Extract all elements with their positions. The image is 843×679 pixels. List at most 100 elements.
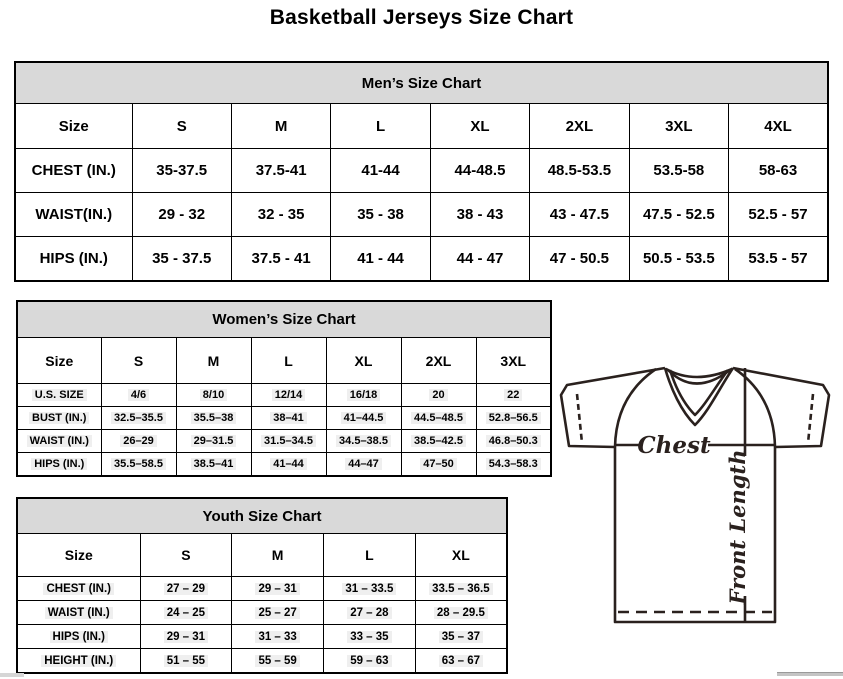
mens-table: Men’s Size Chart Size S M L XL 2XL 3XL 4XL CHEST … <box>14 61 829 282</box>
womens-col-header-2xl: 2XL <box>400 337 477 384</box>
mens-cell: 52.5 - 57 <box>728 192 829 237</box>
womens-row: WAIST (IN.) 26–29 29–31.5 31.5–34.5 34.5–38.… <box>16 429 552 453</box>
youth-row-label: HIPS (IN.) <box>16 624 141 649</box>
womens-col-header-m: M <box>175 337 252 384</box>
womens-size-table: Women’s Size Chart Size S M L XL 2XL 3XL U.S. SI… <box>16 300 552 477</box>
mens-cell: 53.5-58 <box>628 148 730 193</box>
mens-cell: 35 - 38 <box>330 192 431 237</box>
youth-cell: 51 – 55 <box>139 648 233 674</box>
youth-cell: 33.5 – 36.5 <box>414 576 508 601</box>
youth-row: WAIST (IN.) 24 – 25 25 – 27 27 – 28 28 – 29.… <box>16 600 508 625</box>
mens-cell: 44-48.5 <box>429 148 531 193</box>
womens-cell: 20 <box>400 383 477 407</box>
youth-row-label: CHEST (IN.) <box>16 576 141 601</box>
mens-cell: 41 - 44 <box>330 236 431 282</box>
womens-row: HIPS (IN.) 35.5–58.5 38.5–41 41–44 44–47 47–5… <box>16 452 552 477</box>
womens-table: Women’s Size Chart Size S M L XL 2XL 3XL U.S. SI… <box>16 300 552 477</box>
youth-cell: 29 – 31 <box>139 624 233 649</box>
youth-cell: 24 – 25 <box>139 600 233 625</box>
jersey-vneck-collar <box>663 367 735 427</box>
mens-col-header-l: L <box>330 103 431 149</box>
youth-row-label: HEIGHT (IN.) <box>16 648 141 674</box>
womens-row: U.S. SIZE 4/6 8/10 12/14 16/18 20 22 <box>16 383 552 407</box>
mens-cell: 41-44 <box>330 148 431 193</box>
womens-cell: 4/6 <box>100 383 177 407</box>
womens-row-label: BUST (IN.) <box>16 406 102 430</box>
mens-col-header-xl: XL <box>429 103 531 149</box>
womens-row-label: U.S. SIZE <box>16 383 102 407</box>
youth-col-header-l: L <box>323 533 416 577</box>
youth-col-header-size: Size <box>16 533 141 577</box>
youth-cell: 25 – 27 <box>231 600 324 625</box>
womens-cell: 16/18 <box>325 383 402 407</box>
youth-row: HIPS (IN.) 29 – 31 31 – 33 33 – 35 35 – 37 <box>16 624 508 649</box>
mens-cell: 35 - 37.5 <box>131 236 232 282</box>
womens-cell: 31.5–34.5 <box>250 429 327 453</box>
mens-cell: 47.5 - 52.5 <box>628 192 730 237</box>
youth-size-table: Youth Size Chart Size S M L XL CHEST (IN.) 27 –… <box>16 497 508 674</box>
jersey-measurement-diagram: Chest Front Length <box>559 366 831 624</box>
youth-cell: 31 – 33.5 <box>323 576 416 601</box>
youth-cell: 63 – 67 <box>414 648 508 674</box>
chest-label: Chest <box>637 432 711 459</box>
mens-cell: 58-63 <box>728 148 829 193</box>
mens-row-label: HIPS (IN.) <box>14 236 133 282</box>
mens-cell: 50.5 - 53.5 <box>628 236 730 282</box>
mens-cell: 37.5-41 <box>230 148 332 193</box>
youth-col-header-m: M <box>231 533 324 577</box>
mens-row: CHEST (IN.) 35-37.5 37.5-41 41-44 44-48.5 48.… <box>14 148 829 193</box>
womens-cell: 38–41 <box>250 406 327 430</box>
mens-cell: 48.5-53.5 <box>529 148 630 193</box>
youth-row: CHEST (IN.) 27 – 29 29 – 31 31 – 33.5 33.5 –… <box>16 576 508 601</box>
page-title: Basketball Jerseys Size Chart <box>269 6 574 29</box>
womens-cell: 34.5–38.5 <box>325 429 402 453</box>
womens-col-header-s: S <box>100 337 177 384</box>
mens-cell: 38 - 43 <box>429 192 531 237</box>
womens-cell: 41–44 <box>250 452 327 477</box>
mens-cell: 47 - 50.5 <box>529 236 630 282</box>
womens-cell: 8/10 <box>175 383 252 407</box>
womens-row-label: HIPS (IN.) <box>16 452 102 477</box>
womens-col-header-l: L <box>250 337 327 384</box>
womens-cell: 26–29 <box>100 429 177 453</box>
womens-cell: 35.5–38 <box>175 406 252 430</box>
womens-table-title: Women’s Size Chart <box>16 300 552 338</box>
right-cuff-dashed-line <box>806 393 815 444</box>
womens-row-label: WAIST (IN.) <box>16 429 102 453</box>
youth-cell: 33 – 35 <box>323 624 416 649</box>
womens-col-header-3xl: 3XL <box>475 337 552 384</box>
womens-cell: 22 <box>475 383 552 407</box>
scrollbar-fragment-right[interactable] <box>777 672 843 676</box>
mens-size-table: Men’s Size Chart Size S M L XL 2XL 3XL 4XL CHEST … <box>14 61 829 282</box>
jersey-body-outline <box>559 366 831 624</box>
womens-cell: 29–31.5 <box>175 429 252 453</box>
mens-cell: 29 - 32 <box>131 192 232 237</box>
mens-col-header-2xl: 2XL <box>529 103 630 149</box>
womens-cell: 35.5–58.5 <box>100 452 177 477</box>
front-length-label: Front Length <box>725 450 750 606</box>
mens-row-label: CHEST (IN.) <box>14 148 133 193</box>
womens-cell: 52.8–56.5 <box>475 406 552 430</box>
youth-table: Youth Size Chart Size S M L XL CHEST (IN.) 27 –… <box>16 497 508 674</box>
womens-cell: 44.5–48.5 <box>400 406 477 430</box>
womens-cell: 41–44.5 <box>325 406 402 430</box>
youth-cell: 27 – 29 <box>139 576 233 601</box>
mens-cell: 53.5 - 57 <box>728 236 829 282</box>
youth-cell: 27 – 28 <box>323 600 416 625</box>
youth-cell: 28 – 29.5 <box>414 600 508 625</box>
youth-cell: 35 – 37 <box>414 624 508 649</box>
mens-col-header-3xl: 3XL <box>628 103 730 149</box>
youth-row: HEIGHT (IN.) 51 – 55 55 – 59 59 – 63 63 – 67 <box>16 648 508 674</box>
womens-cell: 54.3–58.3 <box>475 452 552 477</box>
womens-cell: 46.8–50.3 <box>475 429 552 453</box>
mens-row: HIPS (IN.) 35 - 37.5 37.5 - 41 41 - 44 44 - … <box>14 236 829 282</box>
womens-cell: 44–47 <box>325 452 402 477</box>
youth-cell: 29 – 31 <box>231 576 324 601</box>
youth-cell: 55 – 59 <box>231 648 324 674</box>
womens-col-header-xl: XL <box>325 337 402 384</box>
scrollbar-fragment-left[interactable] <box>0 673 24 677</box>
youth-cell: 31 – 33 <box>231 624 324 649</box>
womens-cell: 38.5–41 <box>175 452 252 477</box>
mens-row: WAIST(IN.) 29 - 32 32 - 35 35 - 38 38 - 43 43… <box>14 192 829 237</box>
youth-row-label: WAIST (IN.) <box>16 600 141 625</box>
